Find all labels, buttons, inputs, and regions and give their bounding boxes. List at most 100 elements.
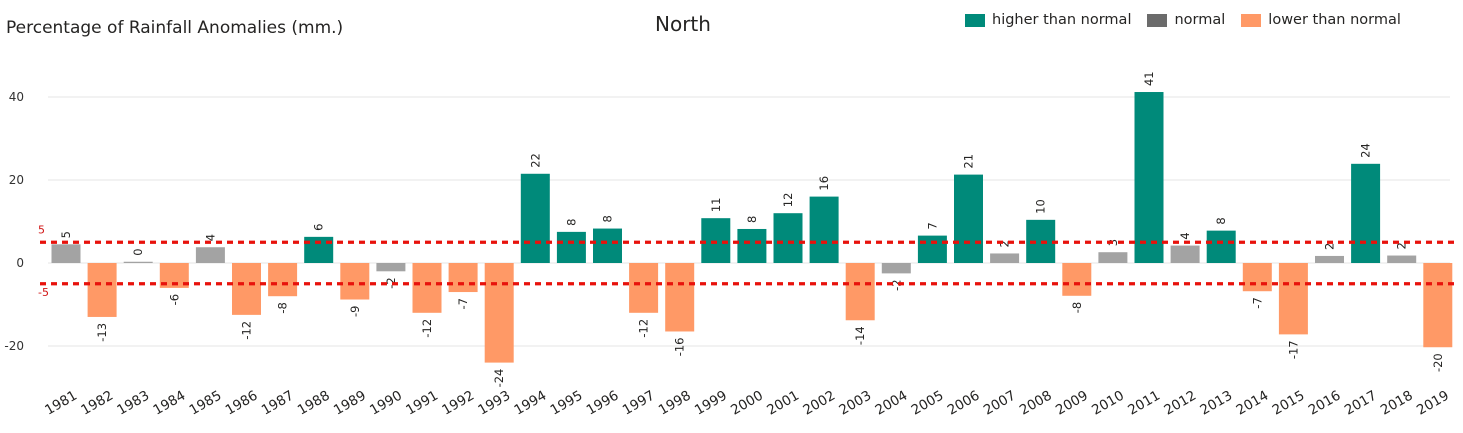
data-label: -12 <box>420 319 434 338</box>
legend-label-higher: higher than normal <box>992 12 1132 28</box>
legend-label-lower: lower than normal <box>1268 12 1401 28</box>
data-label: 2 <box>1395 242 1409 249</box>
reference-label: -5 <box>38 286 49 299</box>
data-label: 6 <box>312 224 326 231</box>
x-tick-label: 2015 <box>1270 388 1308 419</box>
data-label: 10 <box>1034 199 1048 214</box>
x-tick-label: 1995 <box>548 388 586 419</box>
x-tick-label: 2004 <box>873 388 911 419</box>
x-tick-label: 1985 <box>187 388 225 419</box>
x-tick-label: 1993 <box>475 388 513 419</box>
bar-1992 <box>448 263 478 293</box>
legend-item-normal[interactable]: normal <box>1147 12 1225 28</box>
x-tick-label: 1996 <box>584 388 622 419</box>
bar-2006 <box>954 174 983 263</box>
x-tick-label: 1990 <box>367 388 405 419</box>
data-label: 12 <box>781 193 795 208</box>
legend: higher than normal normal lower than nor… <box>965 12 1417 28</box>
data-label: 2 <box>998 240 1012 247</box>
y-tick-label: -20 <box>4 339 24 353</box>
legend-swatch-higher <box>965 13 985 27</box>
x-tick-label: 2010 <box>1089 388 1127 419</box>
data-label: -20 <box>1431 353 1445 372</box>
legend-swatch-lower <box>1241 13 1262 27</box>
data-label: -12 <box>240 321 254 340</box>
data-label: -9 <box>348 306 362 317</box>
data-label: -8 <box>1070 302 1084 313</box>
bar-1990 <box>376 263 406 272</box>
x-tick-label: 1992 <box>439 388 477 419</box>
bar-2001 <box>773 213 803 263</box>
bar-2010 <box>1098 252 1128 263</box>
bar-2015 <box>1278 263 1308 335</box>
bar-2003 <box>845 263 875 321</box>
bar-2004 <box>881 263 911 274</box>
x-tick-label: 1988 <box>295 388 333 419</box>
data-label: -7 <box>1250 297 1264 308</box>
bar-1996 <box>593 228 622 263</box>
data-label: 5 <box>59 231 73 238</box>
x-tick-label: 2005 <box>909 388 947 419</box>
x-tick-label: 1981 <box>42 388 80 419</box>
legend-item-lower[interactable]: lower than normal <box>1241 12 1401 28</box>
bar-1982 <box>87 263 117 317</box>
legend-item-higher[interactable]: higher than normal <box>965 12 1131 28</box>
x-tick-label: 1983 <box>114 388 152 419</box>
x-tick-label: 2002 <box>800 388 838 419</box>
data-label: 8 <box>564 219 578 226</box>
bar-1989 <box>340 263 370 300</box>
bar-2002 <box>809 196 839 263</box>
bar-2009 <box>1062 263 1092 296</box>
x-tick-label: 2006 <box>945 388 983 419</box>
x-tick-label: 1997 <box>620 388 658 419</box>
x-tick-label: 2008 <box>1017 388 1055 419</box>
data-label: -2 <box>889 279 903 290</box>
data-label: -14 <box>853 326 867 345</box>
bar-1993 <box>484 263 514 363</box>
bar-2012 <box>1170 245 1200 263</box>
x-tick-label: 2009 <box>1053 388 1091 419</box>
reference-label: 5 <box>38 223 45 236</box>
x-tick-label: 2011 <box>1125 388 1163 419</box>
bar-2005 <box>917 235 947 263</box>
bar-2000 <box>737 228 767 263</box>
x-tick-label: 1991 <box>403 388 441 419</box>
bar-2014 <box>1242 263 1272 292</box>
data-label: -17 <box>1286 340 1300 359</box>
data-label: -16 <box>673 337 687 356</box>
x-tick-label: 2016 <box>1306 388 1344 419</box>
data-label: 2 <box>1323 243 1337 250</box>
bar-2019 <box>1423 263 1453 348</box>
x-tick-label: 1982 <box>78 388 116 419</box>
x-tick-label: 1986 <box>223 388 261 419</box>
data-label: 8 <box>601 215 615 222</box>
data-label: 41 <box>1142 71 1156 86</box>
data-label: 4 <box>1178 232 1192 239</box>
data-label: 21 <box>962 154 976 169</box>
x-tick-label: 2017 <box>1342 388 1380 419</box>
chart-title: North <box>655 12 711 36</box>
x-tick-label: 2007 <box>981 388 1019 419</box>
bar-1986 <box>232 263 261 315</box>
bar-2013 <box>1206 230 1236 263</box>
x-tick-label: 2012 <box>1161 388 1199 419</box>
data-label: 16 <box>817 176 831 191</box>
data-label: 8 <box>745 216 759 223</box>
bar-2017 <box>1351 163 1381 263</box>
data-label: -24 <box>492 369 506 388</box>
x-tick-label: 2013 <box>1197 388 1235 419</box>
bar-1999 <box>701 218 731 263</box>
y-tick-label: 0 <box>16 256 24 270</box>
bar-2007 <box>990 253 1020 263</box>
data-label: 22 <box>528 153 542 168</box>
bar-1994 <box>520 173 550 263</box>
data-label: 24 <box>1359 143 1373 158</box>
data-label: -6 <box>167 294 181 305</box>
bar-1983 <box>123 261 153 263</box>
data-label: -13 <box>95 323 109 342</box>
data-label: -2 <box>384 277 398 288</box>
data-label: 8 <box>1214 217 1228 224</box>
bar-2011 <box>1134 92 1164 264</box>
x-tick-label: 2000 <box>728 388 766 419</box>
